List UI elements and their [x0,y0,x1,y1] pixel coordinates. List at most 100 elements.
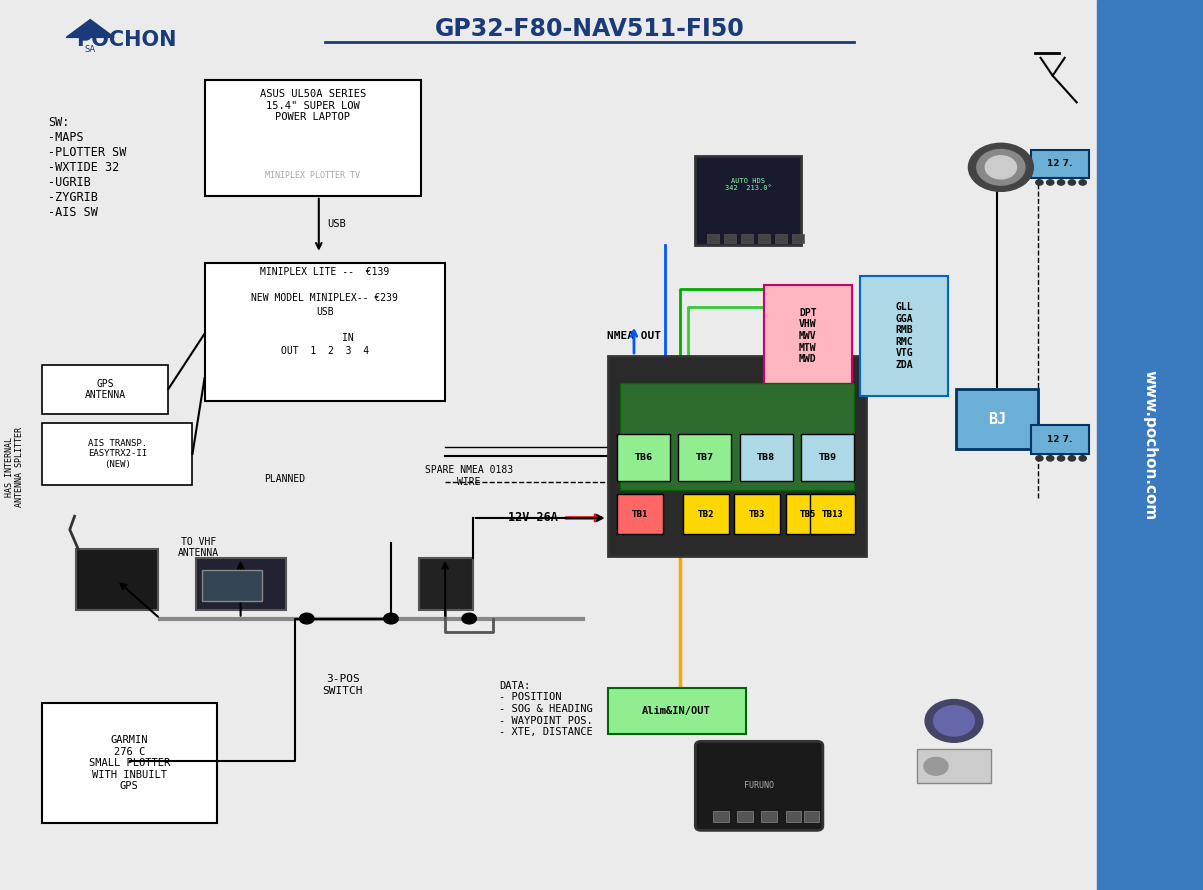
Text: TB1: TB1 [632,510,648,519]
FancyBboxPatch shape [775,234,787,243]
FancyBboxPatch shape [707,234,719,243]
FancyBboxPatch shape [804,811,819,822]
FancyBboxPatch shape [42,703,217,823]
Text: BJ: BJ [988,412,1007,426]
Text: SPARE NMEA 0183
WIRE: SPARE NMEA 0183 WIRE [425,465,514,487]
Text: PLANNED: PLANNED [265,473,306,484]
Text: GPS
ANTENNA: GPS ANTENNA [84,378,126,400]
FancyBboxPatch shape [76,549,158,610]
FancyBboxPatch shape [1031,425,1089,454]
FancyBboxPatch shape [737,811,753,822]
Circle shape [462,613,476,624]
FancyBboxPatch shape [758,234,770,243]
Circle shape [300,613,314,624]
Circle shape [925,700,983,742]
Text: VHF: VHF [79,563,101,576]
Text: HAS INTERNAL
ANTENNA SPLITTER: HAS INTERNAL ANTENNA SPLITTER [5,427,24,507]
Text: TB2: TB2 [698,510,715,519]
Circle shape [1036,180,1043,185]
Text: 12V 26A: 12V 26A [508,512,558,524]
Text: TB13: TB13 [822,510,843,519]
Circle shape [1047,456,1054,461]
FancyBboxPatch shape [205,80,421,196]
FancyBboxPatch shape [786,811,801,822]
Bar [1097,0,1203,890]
Text: GARMIN
276 C
SMALL PLOTTER
WITH INBUILT
GPS: GARMIN 276 C SMALL PLOTTER WITH INBUILT … [89,735,170,791]
Text: ASUS UL50A SERIES
15.4" SUPER LOW
POWER LAPTOP: ASUS UL50A SERIES 15.4" SUPER LOW POWER … [260,89,366,122]
Text: SW:
-MAPS
-PLOTTER SW
-WXTIDE 32
-UGRIB
-ZYGRIB
-AIS SW: SW: -MAPS -PLOTTER SW -WXTIDE 32 -UGRIB … [48,116,126,219]
FancyBboxPatch shape [42,423,192,485]
Circle shape [1057,180,1065,185]
FancyBboxPatch shape [695,741,823,830]
FancyBboxPatch shape [1031,150,1089,178]
Text: TO VHF
ANTENNA: TO VHF ANTENNA [178,537,219,558]
FancyBboxPatch shape [617,434,670,481]
FancyBboxPatch shape [713,811,729,822]
Text: Alim&IN/OUT: Alim&IN/OUT [642,706,711,716]
Text: TB3: TB3 [748,510,765,519]
Text: TB5: TB5 [800,510,817,519]
FancyBboxPatch shape [202,570,262,601]
Circle shape [968,143,1033,191]
Circle shape [1068,456,1075,461]
FancyBboxPatch shape [683,494,729,534]
FancyBboxPatch shape [196,558,286,610]
FancyBboxPatch shape [734,494,780,534]
FancyBboxPatch shape [860,276,948,396]
Text: TB8: TB8 [758,453,775,462]
FancyBboxPatch shape [205,263,445,400]
Circle shape [977,150,1025,185]
FancyBboxPatch shape [792,234,804,243]
FancyBboxPatch shape [741,234,753,243]
FancyBboxPatch shape [695,156,801,245]
FancyBboxPatch shape [42,365,168,414]
Text: 3-POS
SWITCH: 3-POS SWITCH [322,675,363,696]
Text: 12 7.: 12 7. [1047,435,1073,444]
Text: GP32-F80-NAV511-FI50: GP32-F80-NAV511-FI50 [434,18,745,41]
Circle shape [1057,456,1065,461]
FancyBboxPatch shape [917,749,991,783]
Text: USB: USB [327,219,346,230]
Circle shape [924,757,948,775]
Circle shape [985,156,1017,179]
Text: DATA:
- POSITION
- SOG & HEADING
- WAYPOINT POS.
- XTE, DISTANCE: DATA: - POSITION - SOG & HEADING - WAYPO… [499,681,593,737]
Text: NMEA OUT: NMEA OUT [608,331,660,342]
Circle shape [1079,180,1086,185]
FancyBboxPatch shape [608,688,746,734]
FancyBboxPatch shape [419,558,473,610]
Circle shape [1068,180,1075,185]
FancyBboxPatch shape [608,356,866,556]
Text: www.pochon.com: www.pochon.com [1143,370,1157,520]
FancyBboxPatch shape [956,389,1038,449]
Circle shape [934,706,974,736]
Text: NMEA IN/OUT: NMEA IN/OUT [790,413,865,424]
Circle shape [384,613,398,624]
Text: TB7: TB7 [697,453,713,462]
Text: AUTO HDS
342  213.0°: AUTO HDS 342 213.0° [725,178,771,190]
Text: GLL
GGA
RMB
RMC
VTG
ZDA: GLL GGA RMB RMC VTG ZDA [895,302,913,370]
Circle shape [1036,456,1043,461]
Text: TB6: TB6 [634,453,653,462]
FancyBboxPatch shape [620,383,854,490]
Text: POCHON: POCHON [76,30,177,50]
FancyBboxPatch shape [724,234,736,243]
Text: FURUNO: FURUNO [745,781,774,790]
FancyBboxPatch shape [764,285,852,387]
Text: DPT
VHW
MWV
MTW
MWD: DPT VHW MWV MTW MWD [799,308,817,364]
Text: 12 7.: 12 7. [1047,159,1073,168]
FancyBboxPatch shape [801,434,854,481]
Text: SA: SA [84,45,96,54]
FancyBboxPatch shape [617,494,663,534]
Circle shape [1079,456,1086,461]
Text: MINIPLEX LITE --  €139

NEW MODEL MINIPLEX-- €239
USB

        IN
OUT  1  2  3  : MINIPLEX LITE -- €139 NEW MODEL MINIPLEX… [251,267,398,356]
FancyBboxPatch shape [761,811,777,822]
FancyBboxPatch shape [678,434,731,481]
Text: AIS TRANSP.
EASYTRX2-II
(NEW): AIS TRANSP. EASYTRX2-II (NEW) [88,439,147,469]
Circle shape [1047,180,1054,185]
FancyBboxPatch shape [810,494,855,534]
Polygon shape [66,20,114,37]
Text: TB9: TB9 [819,453,836,462]
Text: MINIPLEX PLOTTER TV: MINIPLEX PLOTTER TV [266,171,360,180]
FancyBboxPatch shape [786,494,831,534]
FancyBboxPatch shape [740,434,793,481]
